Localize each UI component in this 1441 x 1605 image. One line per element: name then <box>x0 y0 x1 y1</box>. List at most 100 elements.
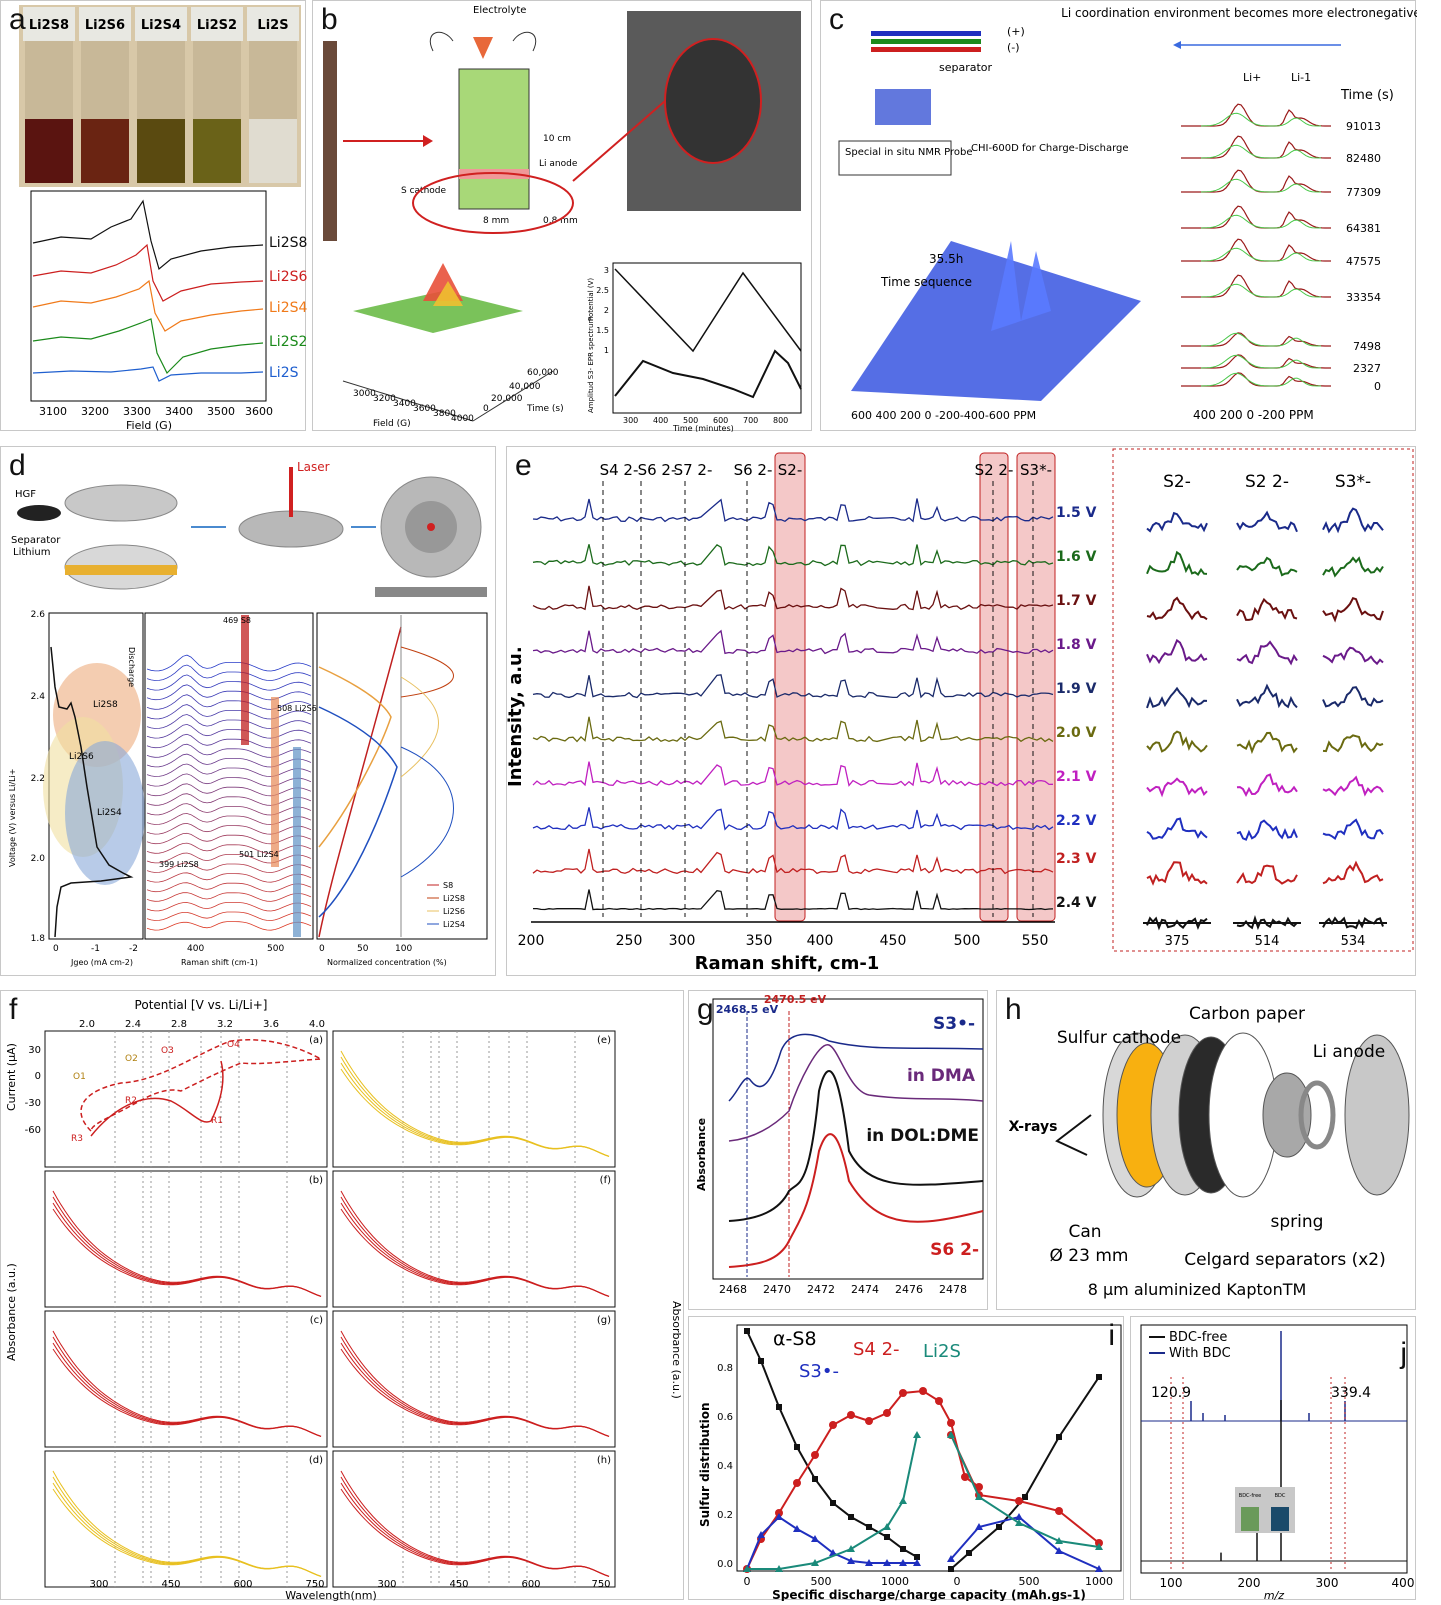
zoom-trace <box>1322 775 1384 797</box>
f-subplot-frames <box>44 1030 616 1588</box>
spring-label: spring <box>1271 1212 1324 1232</box>
distribution-plot-frame <box>736 1324 1122 1572</box>
species-label: S7 2- <box>674 461 713 479</box>
x-tick: 350 <box>746 933 773 949</box>
data-point <box>830 1500 836 1506</box>
y-axis-label: Absorbance <box>695 1118 708 1191</box>
x-tick: 250 <box>616 933 643 949</box>
data-point <box>947 1431 955 1438</box>
wl-tick: 600 <box>233 1579 252 1590</box>
panel-label-a: a <box>9 3 26 36</box>
subplot-label: (b) <box>309 1175 323 1186</box>
absorbance-spectrum <box>52 1488 322 1577</box>
xrays-label: X-rays <box>1009 1119 1058 1135</box>
data-point <box>811 1535 819 1542</box>
amplitude-axis-label: Amplitud S3- EPR spectrum <box>587 317 595 413</box>
wl-tick: 300 <box>89 1579 108 1590</box>
zoom-trace <box>1236 510 1298 533</box>
conc-axis-label: Normalized concentration (%) <box>327 958 447 967</box>
electrolyte-funnel <box>473 37 493 59</box>
j-tick: 0 <box>53 944 59 954</box>
data-point <box>883 1559 891 1566</box>
zoom-trace <box>1146 730 1208 753</box>
data-point <box>757 1531 765 1538</box>
vial-li2s2 <box>193 119 241 183</box>
subplot-label: (h) <box>597 1455 611 1466</box>
absorbance-spectrum <box>52 1208 322 1297</box>
time-tick: 60,000 <box>527 368 559 378</box>
y-tick: 0.6 <box>717 1412 733 1423</box>
zoom-trace <box>1146 511 1208 533</box>
legend-entry: With BDC <box>1169 1346 1231 1361</box>
vial-label: Li2S4 <box>141 18 181 33</box>
dim-height: 10 cm <box>543 134 571 144</box>
epr-plot-frame <box>30 190 267 402</box>
raman-tick: 400 <box>187 944 204 954</box>
s3-label: S3•- <box>799 1361 839 1382</box>
data-point <box>1015 1513 1023 1520</box>
panel-h: Carbon paper Sulfur cathode Li anode X-r… <box>996 990 1416 1310</box>
potential-curve <box>614 268 802 353</box>
vial-label: Li2S6 <box>85 18 125 33</box>
x-tick: 100 <box>1160 1576 1183 1590</box>
x-tick: 0 <box>954 1575 961 1588</box>
panel-a-figure: Li2S8 Li2S6 Li2S4 Li2S2 Li2S Li2S8 Li2S6… <box>19 5 307 432</box>
concentration-plot-frame <box>316 612 488 940</box>
zoom-trace <box>1322 860 1384 885</box>
series-line <box>950 1434 1100 1544</box>
panel-d-figure: HGF Separator Lithium Laser Li2S8 Li2S6 … <box>8 460 488 967</box>
raman-series-lines <box>532 481 1054 917</box>
data-point <box>947 1419 955 1427</box>
species-label: S2 2- <box>975 461 1014 479</box>
s6-trace <box>728 1133 984 1268</box>
v-tick: 1.8 <box>31 934 46 944</box>
raman-waterfall <box>146 654 312 931</box>
raman-trace <box>146 892 312 902</box>
epr-trace-li2s2 <box>32 318 264 375</box>
raman-trace <box>146 921 312 931</box>
x-tick: 3600 <box>245 405 273 418</box>
j-tick: -1 <box>91 944 100 954</box>
vial-row <box>23 7 299 183</box>
field-tick: 3200 <box>373 394 396 404</box>
time-value: 64381 <box>1346 222 1381 235</box>
absorbance-spectrum <box>52 1190 322 1297</box>
raman-trace <box>146 803 312 816</box>
raman-trace <box>146 862 312 874</box>
minutes-tick: 500 <box>683 416 698 425</box>
x-tick: 500 <box>1019 1575 1040 1588</box>
time-value: 0 <box>1374 380 1381 393</box>
field-tick: 3000 <box>353 389 376 399</box>
peak-label: 501 Li2S4 <box>239 850 279 859</box>
data-point <box>775 1565 783 1572</box>
x-tick: 300 <box>1316 1576 1339 1590</box>
subplot-label: (f) <box>600 1175 611 1186</box>
xray-arrow <box>1055 1114 1092 1156</box>
absorbance-spectrum <box>52 1330 322 1437</box>
voltage-label: 1.8 V <box>1056 637 1097 653</box>
time-tick: 0 <box>483 404 489 414</box>
species-label: S6 2- <box>638 461 677 479</box>
ms-peaks <box>1170 1331 1346 1569</box>
x-tick: 0 <box>744 1575 751 1588</box>
data-point <box>899 1497 907 1504</box>
x-tick: 3100 <box>39 405 67 418</box>
raman-trace <box>146 733 312 749</box>
x-tick: 400 <box>807 933 834 949</box>
data-point <box>812 1476 818 1482</box>
zoom-traces <box>1143 507 1387 931</box>
time-value: 33354 <box>1346 291 1381 304</box>
curve-label: O3 <box>161 1046 174 1056</box>
data-point <box>866 1524 872 1530</box>
nmr-fit-component <box>1200 144 1321 159</box>
celgard-label: Celgard separators (x2) <box>1184 1250 1386 1270</box>
v-tick: 2.4 <box>31 692 46 702</box>
zoom-tick: 534 <box>1341 934 1366 949</box>
zoom-trace <box>1322 596 1384 623</box>
data-point <box>1015 1497 1023 1505</box>
peak-label-2: 339.4 <box>1331 1385 1371 1401</box>
x-axis-label: Specific discharge/charge capacity (mAh.… <box>772 1588 1086 1601</box>
data-point <box>900 1546 906 1552</box>
absorbance-spectrum <box>340 1056 610 1157</box>
v-tick: 2.0 <box>31 854 46 864</box>
